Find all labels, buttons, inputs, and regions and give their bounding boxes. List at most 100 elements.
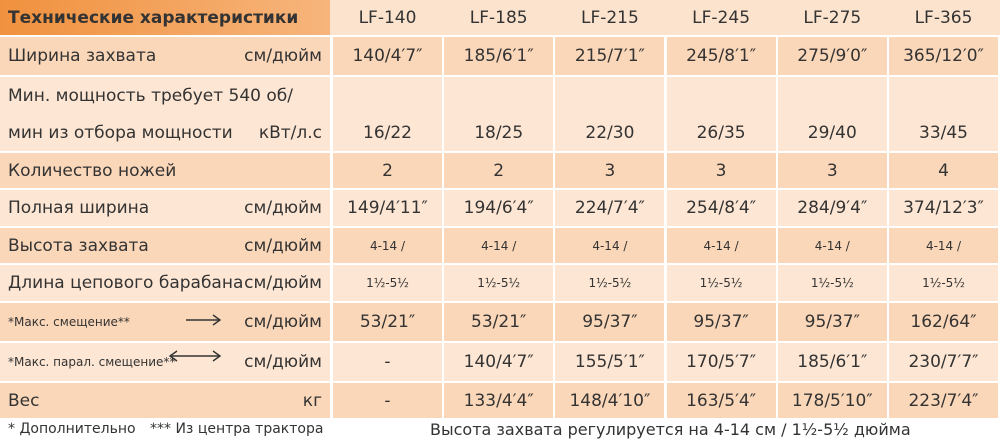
cell-value: 185/6′1″ [463, 46, 534, 66]
cell-value: 1½-5½ [699, 276, 743, 290]
cell-value: 245/8′1″ [686, 46, 757, 66]
cell-value: 95/37″ [582, 312, 638, 332]
cell-value: 215/7′1″ [574, 46, 645, 66]
row-unit: кВт/л.с [258, 122, 322, 143]
cell-value: 18/25 [474, 122, 524, 143]
row-unit: см/дюйм [244, 352, 322, 372]
row-label-bg [0, 190, 330, 226]
row-unit: см/дюйм [244, 235, 322, 256]
cell-value: 148/4′10″ [569, 390, 651, 411]
cell-value: 1½-5½ [366, 276, 409, 290]
cell-value: 1½-5½ [477, 276, 521, 290]
cell-value: 275/9′0″ [797, 46, 868, 66]
model-name: LF-275 [803, 7, 862, 28]
row-unit: см/дюйм [244, 46, 322, 66]
cell-value: 230/7′7″ [908, 352, 979, 372]
row-unit: кг [302, 390, 322, 411]
cell-value: 4-14 / [703, 238, 739, 253]
cell-bg [666, 265, 776, 301]
cell-value: - [384, 352, 391, 372]
cell-bg [333, 153, 442, 188]
cell-value: 22/30 [585, 122, 635, 143]
cell-value: 170/5′7″ [686, 352, 757, 372]
cell-value: 53/21″ [359, 312, 416, 332]
cell-bg [777, 77, 887, 151]
cell-bg [444, 153, 554, 188]
cell-value: 284/9′4″ [797, 198, 868, 218]
cell-bg [666, 228, 776, 263]
row-label: Количество ножей [8, 160, 177, 181]
cell-bg [444, 383, 554, 418]
header-title: Технические характеристики [8, 7, 299, 28]
model-name: LF-215 [580, 7, 639, 28]
row-label: Ширина захвата [8, 46, 157, 66]
cell-value: 133/4′4″ [463, 390, 534, 411]
cell-value: 155/5′1″ [574, 352, 645, 372]
cell-value: 2 [382, 160, 393, 181]
cell-value: 149/4′11″ [347, 198, 428, 218]
cell-bg [777, 190, 887, 226]
cell-bg [889, 265, 998, 301]
cell-bg [333, 303, 442, 341]
cell-bg [444, 77, 554, 151]
header-title-bg [0, 0, 330, 35]
cell-bg [889, 77, 998, 151]
cell-value: 1½-5½ [922, 276, 965, 290]
cell-bg [555, 303, 665, 341]
row-label-bg [0, 77, 330, 151]
cell-bg [444, 190, 554, 226]
cell-value: 185/6′1″ [797, 352, 868, 372]
cell-bg [555, 265, 665, 301]
cell-bg [333, 190, 442, 226]
cell-value: 365/12′0″ [903, 46, 984, 66]
cell-bg [777, 153, 887, 188]
footer-note: *** Из центра трактора [150, 421, 324, 437]
row-label-bg [0, 265, 330, 301]
footer-note: * Дополнительно [8, 421, 136, 437]
cell-bg [444, 343, 554, 381]
cell-bg [555, 343, 665, 381]
cell-bg [666, 383, 776, 418]
cell-value: 95/37″ [804, 312, 860, 332]
cell-value: 16/22 [363, 122, 412, 143]
cell-bg [666, 37, 776, 75]
model-name: LF-185 [469, 7, 528, 28]
cell-bg [777, 37, 887, 75]
cell-value: 3 [604, 160, 616, 181]
cell-value: 178/5′10″ [791, 390, 873, 411]
model-name: LF-365 [914, 7, 973, 28]
row-label: Мин. мощность требует 540 об/ [8, 85, 293, 106]
cell-bg [555, 77, 665, 151]
cell-bg [889, 343, 998, 381]
cell-bg [889, 303, 998, 341]
cell-value: 95/37″ [693, 312, 749, 332]
cell-value: 224/7′4″ [574, 198, 645, 218]
cell-value: 4-14 / [925, 238, 962, 253]
cell-value: 4 [938, 160, 949, 181]
cell-bg [777, 265, 887, 301]
cell-value: 374/12′3″ [903, 198, 984, 218]
row-unit: см/дюйм [244, 198, 322, 218]
cell-bg [555, 153, 665, 188]
cell-value: 1½-5½ [810, 276, 854, 290]
row-label-bg [0, 153, 330, 188]
cell-value: 4-14 / [369, 238, 406, 253]
cell-bg [333, 228, 442, 263]
row-label: Вес [8, 390, 40, 411]
cell-bg [666, 153, 776, 188]
cell-bg [666, 77, 776, 151]
cell-value: 26/35 [696, 122, 746, 143]
row-label: Длина цепового барабана [8, 273, 244, 293]
cell-bg [555, 190, 665, 226]
cell-bg [333, 383, 442, 418]
row-label: *Макс. парал. смещение** [8, 355, 176, 369]
footer-text: Высота захвата регулируется на 4-14 см /… [430, 419, 911, 439]
cell-value: 162/64″ [910, 312, 977, 332]
cell-value: 3 [715, 160, 727, 181]
row-unit: см/дюйм [244, 312, 322, 332]
cell-bg [666, 343, 776, 381]
cell-bg [777, 343, 887, 381]
row-label-bg [0, 383, 330, 418]
cell-bg [889, 228, 998, 263]
